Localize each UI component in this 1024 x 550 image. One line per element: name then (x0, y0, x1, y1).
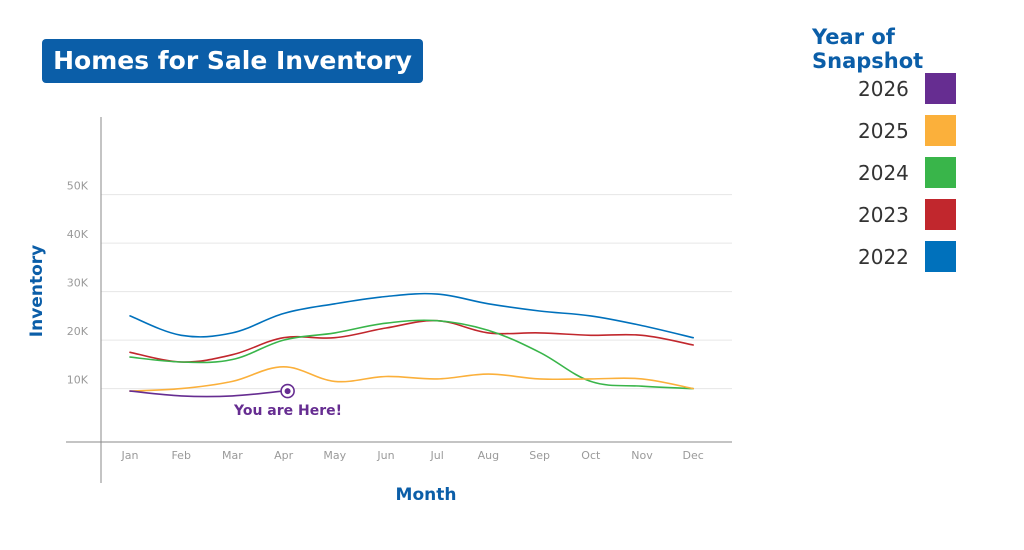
legend-item-2024: 2024 (858, 157, 968, 189)
x-tick-labels: Jan Feb Mar Apr May Jun Jul Aug Sep Oct Nov Dec (121, 449, 704, 462)
legend-label: 2026 (858, 77, 909, 101)
series-line-2022 (129, 292, 694, 339)
x-axis-title: Month (396, 485, 457, 505)
you-are-here-label: You are Here! (233, 403, 342, 419)
x-tick-label: Oct (581, 449, 601, 462)
x-tick-label: Jun (376, 449, 394, 462)
marker-dot (284, 388, 291, 395)
y-tick-label: 40K (67, 228, 89, 241)
chart-title: Homes for Sale Inventory (53, 46, 412, 75)
x-tick-label: Aug (478, 449, 499, 462)
grid-lines (101, 194, 732, 390)
y-tick-label: 30K (67, 277, 89, 290)
legend-title: Year of Snapshot (812, 25, 924, 73)
legend-label: 2024 (858, 161, 909, 185)
legend-swatch (925, 199, 956, 230)
legend-item-2026: 2026 (858, 73, 968, 105)
legend-swatch (925, 73, 956, 104)
x-tick-label: Nov (631, 449, 653, 462)
series-line-2023 (129, 319, 694, 363)
x-tick-label: Dec (683, 449, 704, 462)
x-tick-label: Apr (274, 449, 294, 462)
x-tick-label: Jul (430, 449, 444, 462)
legend-item-2025: 2025 (858, 115, 968, 147)
y-tick-label: 20K (67, 325, 89, 338)
legend-item-2022: 2022 (858, 241, 968, 273)
series-line-2025 (129, 366, 694, 392)
y-axis-title: Inventory (27, 245, 47, 337)
x-tick-label: Feb (171, 449, 190, 462)
current-position-marker (280, 383, 295, 399)
x-tick-label: Sep (529, 449, 550, 462)
series-lines (129, 292, 694, 398)
legend-label: 2023 (858, 203, 909, 227)
y-tick-labels: 10K 20K 30K 40K 50K (67, 180, 89, 387)
x-tick-label: May (323, 449, 346, 462)
legend-label: 2022 (858, 245, 909, 269)
x-tick-label: Jan (121, 449, 139, 462)
y-tick-label: 50K (67, 180, 89, 193)
y-tick-label: 10K (67, 374, 89, 387)
legend-swatch (925, 241, 956, 272)
legend-item-2023: 2023 (858, 199, 968, 231)
legend-swatch (925, 115, 956, 146)
legend-label: 2025 (858, 119, 909, 143)
legend-swatch (925, 157, 956, 188)
series-line-2026 (129, 390, 285, 398)
x-tick-label: Mar (222, 449, 243, 462)
series-line-2024 (129, 319, 694, 390)
chart-title-box: Homes for Sale Inventory (42, 39, 423, 83)
